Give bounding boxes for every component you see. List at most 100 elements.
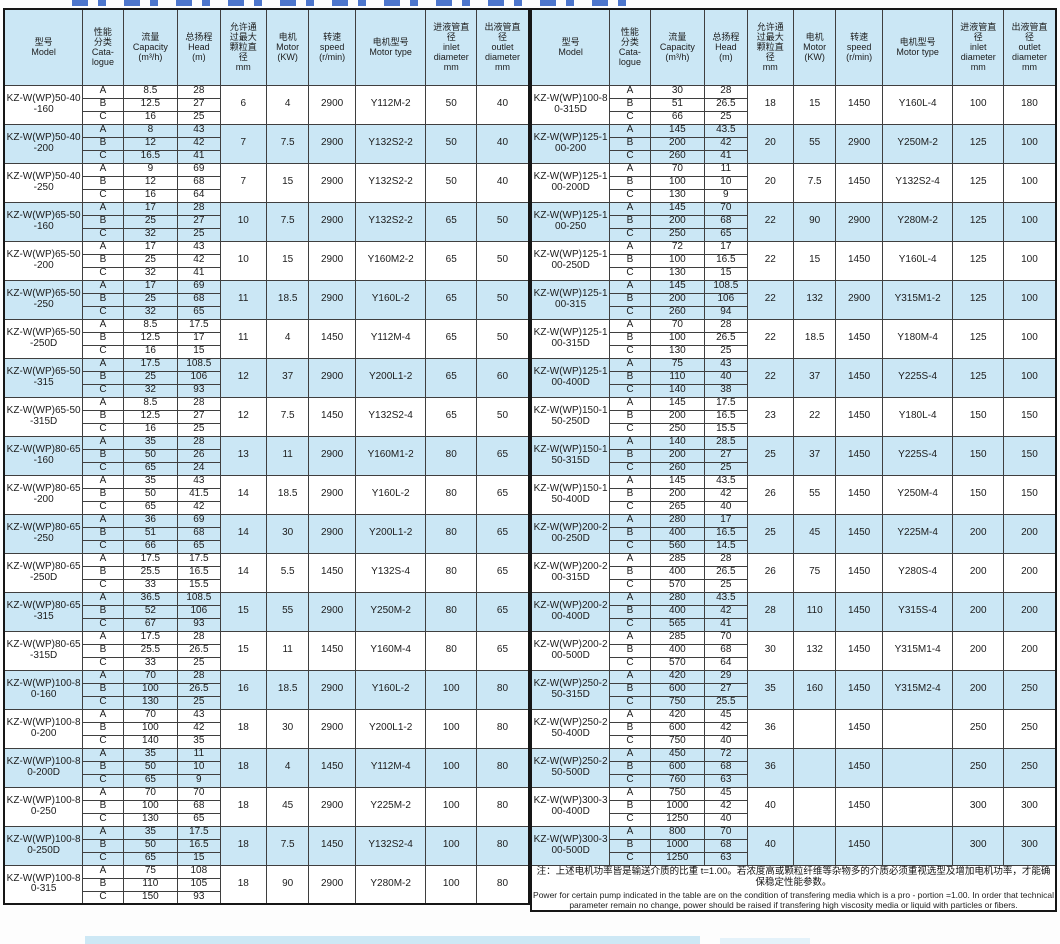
catalogue-cell: B xyxy=(82,643,124,658)
inlet-cell: 200 xyxy=(952,513,1004,554)
particle-cell: 14 xyxy=(219,513,267,554)
model-cell: KZ-W(WP)80-65-250D xyxy=(3,552,84,593)
inlet-cell: 80 xyxy=(425,474,477,515)
catalogue-cell: B xyxy=(82,448,124,463)
head-cell: 9 xyxy=(704,188,748,203)
particle-cell: 13 xyxy=(219,435,267,476)
spec-row: B 12.5 27 xyxy=(4,409,529,424)
model-cell: KZ-W(WP)65-50-250D xyxy=(3,318,84,359)
particle-cell: 12 xyxy=(219,396,267,437)
head-cell: 17 xyxy=(177,331,221,346)
speed-cell: 2900 xyxy=(308,162,356,203)
spec-row: KZ-W(WP)65-50-315D A 8.5 28 12 7.5 1450 Y132S2-… xyxy=(3,396,530,437)
head-cell: 40 xyxy=(704,370,748,385)
catalogue-cell: B xyxy=(82,487,124,502)
motor-type-cell: Y200L1-2 xyxy=(354,708,427,749)
model-cell: KZ-W(WP)100-80-315D xyxy=(530,84,611,125)
catalogue-cell: A xyxy=(82,474,124,489)
head-cell: 68 xyxy=(704,643,748,658)
catalogue-cell: B xyxy=(82,526,124,541)
capacity-cell: 75 xyxy=(649,357,706,372)
col-header-motor_type: 电机型号 Motor type xyxy=(354,8,427,86)
inlet-cell: 300 xyxy=(952,786,1004,827)
catalogue-cell: C xyxy=(609,695,651,710)
capacity-cell: 145 xyxy=(649,201,706,216)
capacity-cell: 250 xyxy=(649,227,706,242)
capacity-cell: 145 xyxy=(649,123,706,138)
capacity-cell: 145 xyxy=(649,474,706,489)
motor-cell: 132 xyxy=(792,279,837,320)
capacity-cell: 17 xyxy=(122,240,179,255)
catalogue-cell: B xyxy=(82,760,124,775)
head-cell: 108 xyxy=(177,864,221,879)
head-cell: 65 xyxy=(177,812,221,827)
head-cell: 40 xyxy=(704,500,748,515)
outlet-cell: 80 xyxy=(475,825,530,866)
capacity-cell: 600 xyxy=(649,682,706,697)
particle-cell: 22 xyxy=(746,240,794,281)
capacity-cell: 12 xyxy=(122,136,179,151)
spec-row: C 250 15.5 xyxy=(531,422,1056,437)
head-cell: 70 xyxy=(704,825,748,840)
spec-row: B 1000 42 xyxy=(531,799,1056,814)
spec-row: C 1250 63 xyxy=(531,851,1056,866)
catalogue-cell: B xyxy=(609,175,651,190)
motor-cell: 7.5 xyxy=(265,201,310,242)
head-cell: 42 xyxy=(704,799,748,814)
catalogue-cell: A xyxy=(82,825,124,840)
catalogue-cell: B xyxy=(609,838,651,853)
spec-row: KZ-W(WP)250-250-315D A 420 29 35 160 1450 Y315M… xyxy=(530,669,1057,710)
col-header-motor: 电机 Motor (KW) xyxy=(792,8,837,86)
inlet-cell: 100 xyxy=(425,786,477,827)
catalogue-cell: B xyxy=(609,526,651,541)
catalogue-cell: C xyxy=(82,188,124,203)
head-cell: 68 xyxy=(177,526,221,541)
capacity-cell: 1250 xyxy=(649,851,706,866)
spec-row: B 50 41.5 xyxy=(4,487,529,502)
capacity-cell: 200 xyxy=(649,487,706,502)
motor-cell: 132 xyxy=(792,630,837,671)
motor-type-cell: Y160L-4 xyxy=(881,240,954,281)
speed-cell: 1450 xyxy=(835,630,883,671)
capacity-cell: 16 xyxy=(122,422,179,437)
spec-row: C 140 35 xyxy=(4,734,529,749)
capacity-cell: 70 xyxy=(649,162,706,177)
catalogue-cell: A xyxy=(82,240,124,255)
catalogue-cell: B xyxy=(609,253,651,268)
inlet-cell: 65 xyxy=(425,201,477,242)
motor-cell: 160 xyxy=(792,669,837,710)
outlet-cell: 100 xyxy=(1002,201,1057,242)
speed-cell: 1450 xyxy=(835,786,883,827)
capacity-cell: 200 xyxy=(649,292,706,307)
catalogue-cell: A xyxy=(609,84,651,99)
particle-cell: 22 xyxy=(746,318,794,359)
head-cell: 16.5 xyxy=(177,565,221,580)
inlet-cell: 125 xyxy=(952,123,1004,164)
catalogue-cell: B xyxy=(609,136,651,151)
outlet-cell: 60 xyxy=(475,357,530,398)
spec-row: C 16 15 xyxy=(4,344,529,359)
inlet-cell: 150 xyxy=(952,435,1004,476)
head-cell: 27 xyxy=(704,448,748,463)
head-cell: 42 xyxy=(704,136,748,151)
catalogue-cell: A xyxy=(82,435,124,450)
catalogue-cell: C xyxy=(609,188,651,203)
inlet-cell: 50 xyxy=(425,84,477,125)
capacity-cell: 35 xyxy=(122,474,179,489)
inlet-cell: 200 xyxy=(952,552,1004,593)
head-cell: 26.5 xyxy=(704,97,748,112)
motor-cell: 15 xyxy=(265,240,310,281)
catalogue-cell: C xyxy=(609,344,651,359)
speed-cell: 1450 xyxy=(835,396,883,437)
particle-cell: 16 xyxy=(219,669,267,710)
particle-cell: 26 xyxy=(746,552,794,593)
head-cell: 68 xyxy=(177,799,221,814)
capacity-cell: 66 xyxy=(649,110,706,125)
catalogue-cell: C xyxy=(82,500,124,515)
catalogue-cell: C xyxy=(82,773,124,788)
head-cell: 28.5 xyxy=(704,435,748,450)
spec-row: B 110 105 xyxy=(4,877,529,892)
capacity-cell: 565 xyxy=(649,617,706,632)
catalogue-cell: B xyxy=(82,682,124,697)
